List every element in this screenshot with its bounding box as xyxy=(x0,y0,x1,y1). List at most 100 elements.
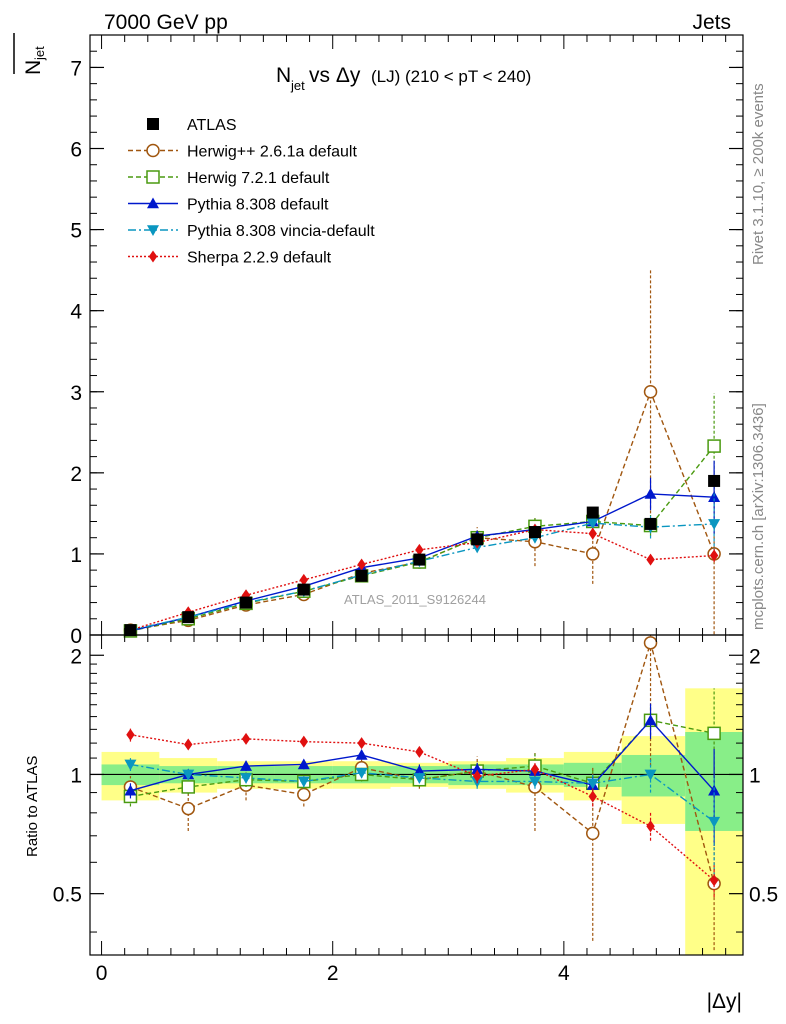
legend-label: Pythia 8.308 vincia-default xyxy=(187,223,375,240)
title-sub: jet xyxy=(290,78,305,93)
series-3-main-line xyxy=(130,522,715,631)
series-4-ratio-point xyxy=(415,745,424,758)
series-2-ratio-point xyxy=(471,763,484,775)
series-4-ratio-point xyxy=(184,738,193,751)
series-0-main xyxy=(123,270,721,637)
series-2-main-point xyxy=(644,487,657,499)
series-3-main-point xyxy=(586,518,599,530)
main-ytick-label: 4 xyxy=(70,301,82,324)
series-3-ratio-point xyxy=(240,773,253,784)
series-0-main-point xyxy=(586,547,600,561)
series-3-ratio-point xyxy=(355,767,368,779)
atlas-data-point xyxy=(528,526,541,539)
series-4-main-line xyxy=(130,528,715,631)
legend: ATLAS Herwig++ 2.6.1a default Herwig 7.2.1… xyxy=(128,117,375,267)
series-2-ratio-point xyxy=(124,784,137,796)
series-4-ratio-line xyxy=(130,734,715,881)
series-4-main-point xyxy=(709,549,719,562)
series-2-ratio-point xyxy=(240,760,253,771)
rivet-label: Rivet 3.1.10, ≥ 200k events xyxy=(750,83,767,265)
series-3-ratio-point xyxy=(297,776,310,788)
series-3-ratio-point xyxy=(708,816,721,828)
title-n: N xyxy=(276,64,291,87)
ratio-y-label: Ratio to ATLAS xyxy=(24,756,41,857)
main-y-label: N jet xyxy=(13,33,47,75)
series-2-ratio-point xyxy=(355,748,368,760)
x-axis-label: |Δy| xyxy=(707,990,742,1013)
legend-entry: Herwig++ 2.6.1a default xyxy=(128,144,357,161)
series-4-ratio-point xyxy=(588,790,597,803)
ratio-ytick-label-right: 1 xyxy=(749,764,761,787)
atlas-data-point xyxy=(240,596,253,609)
main-ytick-label: 0 xyxy=(70,625,82,648)
series-3-ratio-point xyxy=(413,773,426,784)
legend-entry: Pythia 8.308 vincia-default xyxy=(128,223,375,240)
xtick-label: 4 xyxy=(558,962,570,985)
series-4-ratio xyxy=(126,728,719,898)
atlas-data-point xyxy=(124,624,137,637)
legend-marker xyxy=(146,143,160,158)
series-3-main-point xyxy=(708,519,721,530)
series-2-main-point xyxy=(708,491,721,502)
legend-entry: Herwig 7.2.1 default xyxy=(128,170,330,187)
series-4-main xyxy=(126,523,719,637)
legend-entry: Sherpa 2.2.9 default xyxy=(128,250,332,267)
main-y-label-sub: jet xyxy=(32,46,47,61)
series-0-ratio-point xyxy=(643,636,658,650)
atlas-data-point xyxy=(708,474,721,487)
atlas-data xyxy=(124,474,721,637)
ratio-ytick-label-right: 0.5 xyxy=(749,884,778,907)
atlas-data-point xyxy=(413,553,426,566)
series-4-ratio-point xyxy=(472,770,482,783)
atlas-data-point xyxy=(644,517,657,530)
series-4-main-point xyxy=(299,573,309,586)
series-4-ratio-point xyxy=(646,820,655,833)
series-4-ratio-point xyxy=(241,732,251,745)
ratio-band-green xyxy=(621,754,686,797)
series-0-ratio-point xyxy=(586,826,600,841)
series-4-main-point xyxy=(588,527,597,540)
legend-marker xyxy=(147,197,159,209)
legend-marker xyxy=(147,118,159,130)
legend-label: ATLAS xyxy=(187,117,237,134)
legend-label: Pythia 8.308 default xyxy=(187,197,329,214)
legend-marker xyxy=(146,170,160,184)
legend-label: Sherpa 2.2.9 default xyxy=(187,250,332,267)
series-4-main-point xyxy=(357,558,366,571)
xtick-label: 0 xyxy=(96,962,108,985)
main-ytick-label: 2 xyxy=(70,463,82,486)
series-1-ratio-point xyxy=(707,726,721,741)
header-right-label: Jets xyxy=(692,11,731,34)
series-4-ratio-point xyxy=(709,874,719,887)
series-3-ratio-point xyxy=(528,776,541,788)
ratio-series-layer xyxy=(123,635,721,951)
series-1-main-point xyxy=(707,439,721,453)
ratio-ytick-label: 2 xyxy=(70,645,82,668)
series-4-main-point xyxy=(241,589,251,602)
series-2-ratio-point xyxy=(644,714,657,726)
legend-marker xyxy=(147,225,159,236)
series-4-main-point xyxy=(646,553,655,566)
series-0-main-point xyxy=(643,385,658,399)
atlas-data-point xyxy=(355,569,368,582)
series-1-ratio-point xyxy=(181,780,195,794)
series-2-ratio-point xyxy=(297,758,310,770)
ratio-bands xyxy=(101,688,743,955)
title-cond: (LJ) (210 < pT < 240) xyxy=(371,67,531,86)
series-4-ratio-point xyxy=(299,735,309,748)
series-4-ratio-point xyxy=(530,763,540,776)
legend-entry: Pythia 8.308 default xyxy=(128,197,329,214)
series-0-ratio-point xyxy=(181,801,195,816)
series-3-ratio-point xyxy=(644,769,657,781)
legend-marker xyxy=(148,250,158,263)
main-ytick-label: 6 xyxy=(70,139,82,162)
atlas-data-point xyxy=(471,533,484,546)
header-left-label: 7000 GeV pp xyxy=(104,11,228,34)
chart-title: N jet vs Δy (LJ) (210 < pT < 240) xyxy=(276,64,531,93)
ratio-panel-frame xyxy=(89,634,744,956)
xtick-label: 2 xyxy=(327,962,339,985)
series-3-ratio-point xyxy=(182,769,195,781)
main-y-label-n: N xyxy=(22,60,45,75)
